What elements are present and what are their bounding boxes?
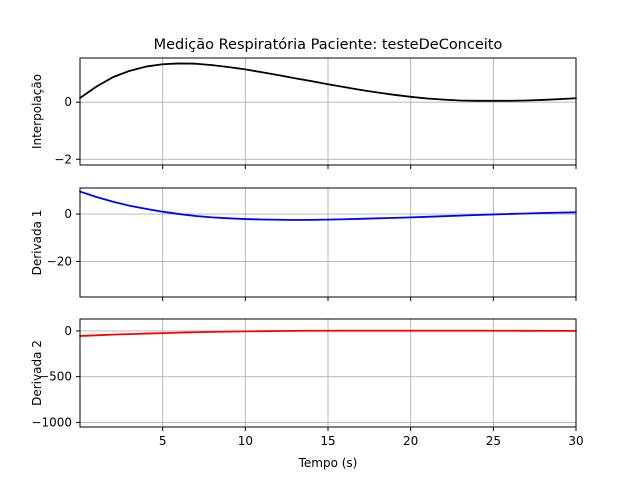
y-tick-label: 0 — [64, 324, 72, 338]
series-line-interpolacao — [79, 62, 577, 102]
y-tick-label: −20 — [47, 254, 72, 268]
y-tick-label: −500 — [39, 370, 72, 384]
subplot-interpolacao: −2 0 Interpolação — [30, 57, 577, 169]
x-tick-label: 5 — [159, 434, 167, 448]
x-tick-label: 20 — [403, 434, 418, 448]
y-tick-label: −2 — [54, 152, 72, 166]
series-line-derivada-2 — [79, 329, 577, 337]
y-axis-label-derivada-1: Derivada 1 — [30, 210, 44, 276]
x-tick-label: 30 — [568, 434, 583, 448]
subplot-derivada-2: 5 10 15 20 25 30 −1000 −500 0 Derivada 2 — [30, 318, 584, 448]
y-tick-label: 0 — [64, 207, 72, 221]
series-line-derivada-1 — [79, 190, 577, 221]
x-tick-label: 25 — [486, 434, 501, 448]
x-tick-label: 15 — [320, 434, 335, 448]
y-axis-label-interpolacao: Interpolação — [30, 74, 44, 149]
chart-title: Medição Respiratória Paciente: testeDeCo… — [154, 37, 503, 53]
x-tick-label: 10 — [238, 434, 253, 448]
y-tick-label: 0 — [64, 95, 72, 109]
x-axis-label: Tempo (s) — [298, 456, 358, 470]
y-tick-label: −1000 — [31, 415, 72, 429]
y-axis-label-derivada-2: Derivada 2 — [30, 340, 44, 406]
subplot-derivada-1: −20 0 Derivada 1 — [30, 187, 577, 301]
